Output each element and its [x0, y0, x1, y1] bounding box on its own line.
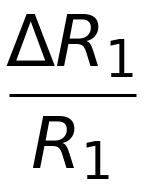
Text: $R_1$: $R_1$: [30, 112, 109, 183]
Text: $\Delta R_1$: $\Delta R_1$: [5, 10, 134, 81]
